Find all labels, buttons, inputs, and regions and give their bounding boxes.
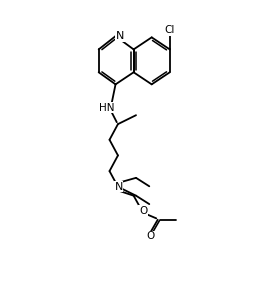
Text: O: O [139,206,147,216]
Text: N: N [116,31,124,41]
Text: Cl: Cl [165,25,175,35]
Text: O: O [146,231,154,241]
Text: HN: HN [99,103,114,113]
Text: N: N [114,182,123,192]
